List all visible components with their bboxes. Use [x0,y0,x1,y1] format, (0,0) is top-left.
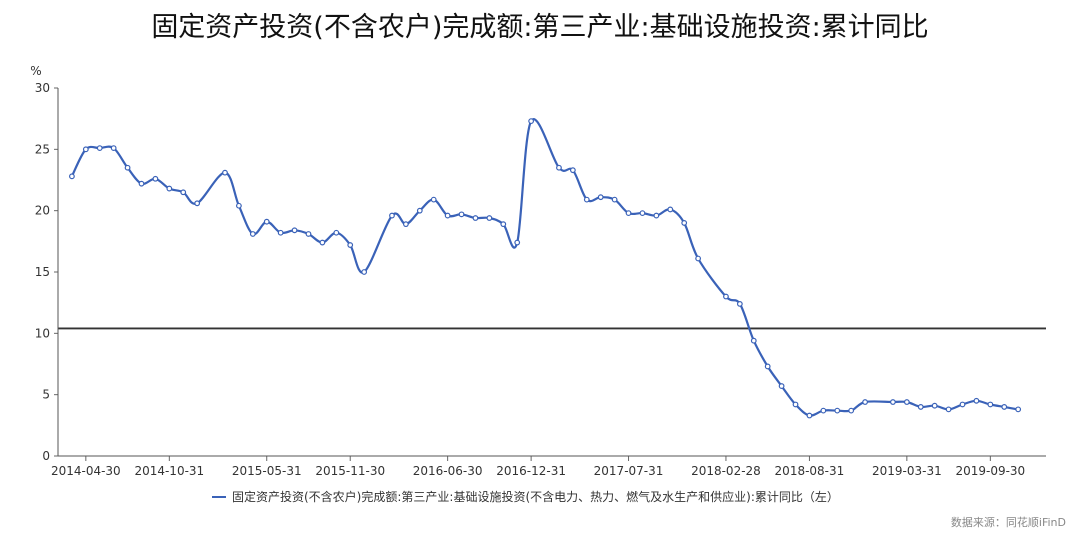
data-point [667,206,674,213]
data-point [723,293,729,300]
chart-title: 固定资产投资(不含农户)完成额:第三产业:基础设施投资:累计同比 [151,12,928,43]
data-point [778,383,785,389]
data-point [625,210,632,217]
data-point [862,399,868,405]
data-point [96,145,103,152]
data-point [959,401,966,408]
data-point [389,212,395,219]
data-point [820,407,827,414]
data-point [124,164,131,171]
data-point [444,212,451,219]
data-point [263,218,270,225]
x-tick-label: 2018-08-31 [775,464,845,478]
data-point [945,406,952,413]
legend-label: 固定资产投资(不含农户)完成额:第三产业:基础设施投资(不含电力、热力、燃气及水… [232,489,839,504]
data-point [152,175,159,182]
data-point [528,118,535,125]
data-point [82,146,89,153]
x-tick-label: 2018-02-28 [691,464,761,478]
series-markers [69,118,1022,419]
x-tick-label: 2015-11-30 [315,464,385,478]
data-point [500,221,507,228]
data-point [277,229,284,236]
data-point [931,402,938,409]
data-point [486,215,493,221]
data-point [597,194,604,201]
x-tick-label: 2019-03-31 [872,464,942,478]
data-point [1001,404,1008,410]
data-point [903,399,910,405]
data-point [681,220,688,226]
data-point [361,269,368,275]
x-tick-label: 2014-04-30 [51,464,121,478]
data-point [430,196,437,203]
y-tick-label: 10 [35,326,50,340]
series-line [70,118,1019,417]
x-tick-label: 2017-07-31 [594,464,664,478]
x-tick-label: 2016-06-30 [413,464,483,478]
data-point [611,196,618,203]
data-point [569,167,576,174]
data-point [556,164,562,171]
data-point [764,363,771,370]
data-point [138,180,145,187]
source-note: 数据来源：同花顺iFinD [951,515,1066,529]
x-tick-label: 2014-10-31 [134,464,204,478]
data-point [736,300,743,307]
data-point [514,239,521,246]
data-point [333,229,340,236]
data-point [834,407,841,414]
x-tick-label: 2019-09-30 [955,464,1025,478]
data-point [750,337,757,344]
data-point [806,412,813,419]
data-point [695,255,702,262]
data-point [416,207,423,214]
data-point [347,242,354,248]
data-point [291,227,298,234]
y-axis-unit-label: % [30,64,41,78]
data-point [110,145,117,152]
data-point [458,211,465,218]
data-point [890,399,896,405]
y-tick-label: 5 [42,388,50,402]
y-tick-label: 15 [35,265,50,279]
data-point [69,173,75,180]
data-point [166,185,173,192]
data-point [653,212,660,219]
y-tick-label: 30 [35,81,50,95]
data-point [792,401,799,408]
data-point [917,404,924,410]
data-point [236,202,242,209]
x-axis: 2014-04-30 2014-10-31 2015-05-31 2015-11-30… [51,456,1025,478]
data-point [639,210,646,217]
y-tick-label: 20 [35,204,50,218]
data-point [194,200,201,207]
x-tick-label: 2015-05-31 [232,464,302,478]
data-point [305,231,312,237]
y-tick-label: 0 [42,449,50,463]
legend: 固定资产投资(不含农户)完成额:第三产业:基础设施投资(不含电力、热力、燃气及水… [212,489,839,504]
data-point [1015,406,1022,413]
data-point [319,239,326,246]
x-tick-label: 2016-12-31 [496,464,566,478]
data-point [987,401,994,408]
data-point [249,231,256,237]
data-point [180,189,187,196]
data-point [583,196,590,203]
data-point [848,407,855,414]
data-point [402,221,409,228]
data-point [472,215,479,221]
y-tick-label: 25 [35,142,50,156]
data-point [973,397,980,404]
data-point [222,169,228,176]
y-axis: 0 5 10 15 20 25 30 [35,81,58,463]
